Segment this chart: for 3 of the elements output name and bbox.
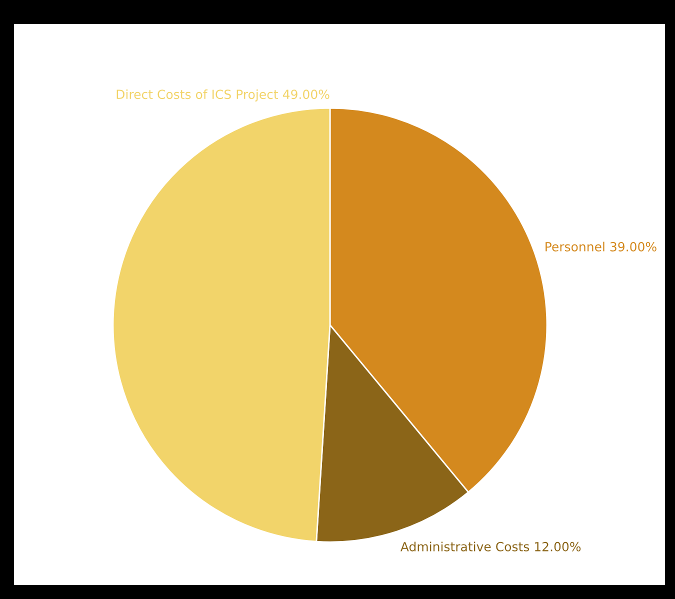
slice-label: Administrative Costs 12.00% xyxy=(400,542,581,552)
slice-label: Direct Costs of ICS Project 49.00% xyxy=(116,89,330,102)
slice-label: Personnel 39.00% xyxy=(546,242,656,252)
